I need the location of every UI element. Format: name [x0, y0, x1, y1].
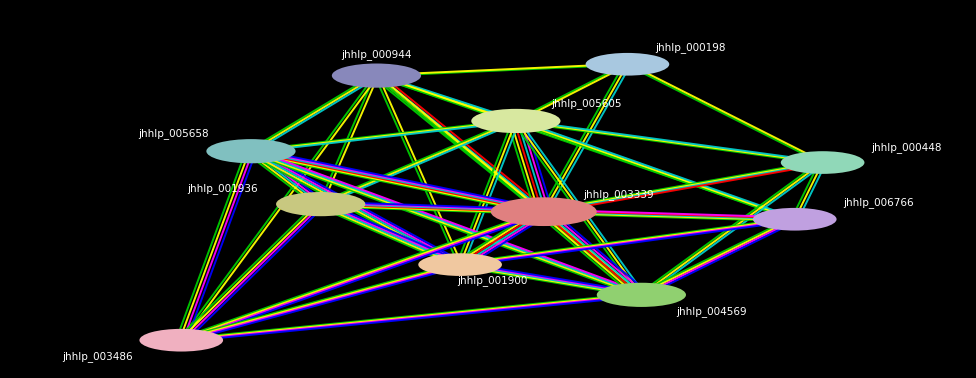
- Circle shape: [419, 253, 502, 276]
- Circle shape: [276, 192, 365, 216]
- Circle shape: [596, 283, 686, 307]
- Text: jhhlp_004569: jhhlp_004569: [676, 307, 747, 317]
- Text: jhhlp_003486: jhhlp_003486: [61, 351, 133, 361]
- Circle shape: [586, 53, 670, 76]
- Text: jhhlp_005658: jhhlp_005658: [139, 128, 209, 138]
- Circle shape: [471, 109, 560, 133]
- Text: jhhlp_001936: jhhlp_001936: [187, 184, 258, 194]
- Text: jhhlp_005605: jhhlp_005605: [550, 99, 622, 109]
- Text: jhhlp_000944: jhhlp_000944: [342, 50, 412, 60]
- Text: jhhlp_003339: jhhlp_003339: [583, 189, 654, 200]
- Circle shape: [752, 208, 836, 231]
- Circle shape: [491, 197, 596, 226]
- Text: jhhlp_000198: jhhlp_000198: [655, 42, 726, 53]
- Circle shape: [332, 64, 421, 88]
- Text: jhhlp_000448: jhhlp_000448: [872, 142, 942, 153]
- Circle shape: [140, 329, 224, 352]
- Circle shape: [781, 151, 865, 174]
- Text: jhhlp_006766: jhhlp_006766: [843, 197, 915, 208]
- Circle shape: [206, 139, 296, 163]
- Text: jhhlp_001900: jhhlp_001900: [458, 275, 528, 286]
